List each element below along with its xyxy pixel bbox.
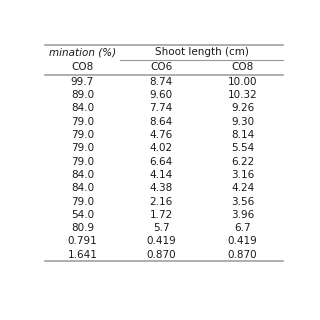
Text: 5.54: 5.54 — [231, 143, 254, 153]
Text: 4.24: 4.24 — [231, 183, 254, 193]
Text: 1.641: 1.641 — [68, 250, 97, 260]
Text: 2.16: 2.16 — [149, 196, 173, 206]
Text: 7.74: 7.74 — [149, 103, 173, 113]
Text: 99.7: 99.7 — [71, 77, 94, 87]
Text: 84.0: 84.0 — [71, 170, 94, 180]
Text: 0.419: 0.419 — [228, 236, 258, 246]
Text: 80.9: 80.9 — [71, 223, 94, 233]
Text: 79.0: 79.0 — [71, 130, 94, 140]
Text: 3.56: 3.56 — [231, 196, 254, 206]
Text: Shoot length (cm): Shoot length (cm) — [155, 47, 248, 57]
Text: 8.64: 8.64 — [149, 117, 173, 127]
Text: 8.74: 8.74 — [149, 77, 173, 87]
Text: 10.32: 10.32 — [228, 90, 258, 100]
Text: 84.0: 84.0 — [71, 183, 94, 193]
Text: 4.38: 4.38 — [149, 183, 173, 193]
Text: 0.870: 0.870 — [146, 250, 176, 260]
Text: 10.00: 10.00 — [228, 77, 257, 87]
Text: 6.64: 6.64 — [149, 156, 173, 167]
Text: 79.0: 79.0 — [71, 117, 94, 127]
Text: 89.0: 89.0 — [71, 90, 94, 100]
Text: 8.14: 8.14 — [231, 130, 254, 140]
Text: 0.870: 0.870 — [228, 250, 257, 260]
Text: CO6: CO6 — [150, 62, 172, 72]
Text: 9.60: 9.60 — [149, 90, 172, 100]
Text: 79.0: 79.0 — [71, 143, 94, 153]
Text: 4.76: 4.76 — [149, 130, 173, 140]
Text: 5.7: 5.7 — [153, 223, 169, 233]
Text: 9.26: 9.26 — [231, 103, 254, 113]
Text: 9.30: 9.30 — [231, 117, 254, 127]
Text: 54.0: 54.0 — [71, 210, 94, 220]
Text: 4.14: 4.14 — [149, 170, 173, 180]
Text: 6.7: 6.7 — [234, 223, 251, 233]
Text: 79.0: 79.0 — [71, 196, 94, 206]
Text: 1.72: 1.72 — [149, 210, 173, 220]
Text: 4.02: 4.02 — [149, 143, 172, 153]
Text: 79.0: 79.0 — [71, 156, 94, 167]
Text: 3.16: 3.16 — [231, 170, 254, 180]
Text: CO8: CO8 — [231, 62, 254, 72]
Text: mination (%): mination (%) — [49, 47, 116, 57]
Text: 84.0: 84.0 — [71, 103, 94, 113]
Text: 6.22: 6.22 — [231, 156, 254, 167]
Text: 3.96: 3.96 — [231, 210, 254, 220]
Text: 0.791: 0.791 — [68, 236, 97, 246]
Text: 0.419: 0.419 — [146, 236, 176, 246]
Text: CO8: CO8 — [71, 62, 93, 72]
